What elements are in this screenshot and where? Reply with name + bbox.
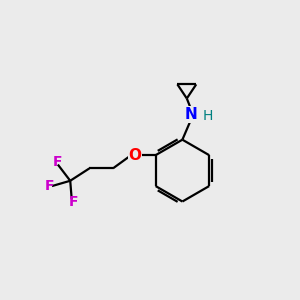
Text: F: F: [68, 195, 78, 209]
Text: H: H: [202, 109, 213, 123]
Text: N: N: [185, 107, 198, 122]
Text: F: F: [53, 155, 63, 169]
Text: F: F: [44, 179, 54, 193]
Text: O: O: [128, 148, 142, 163]
